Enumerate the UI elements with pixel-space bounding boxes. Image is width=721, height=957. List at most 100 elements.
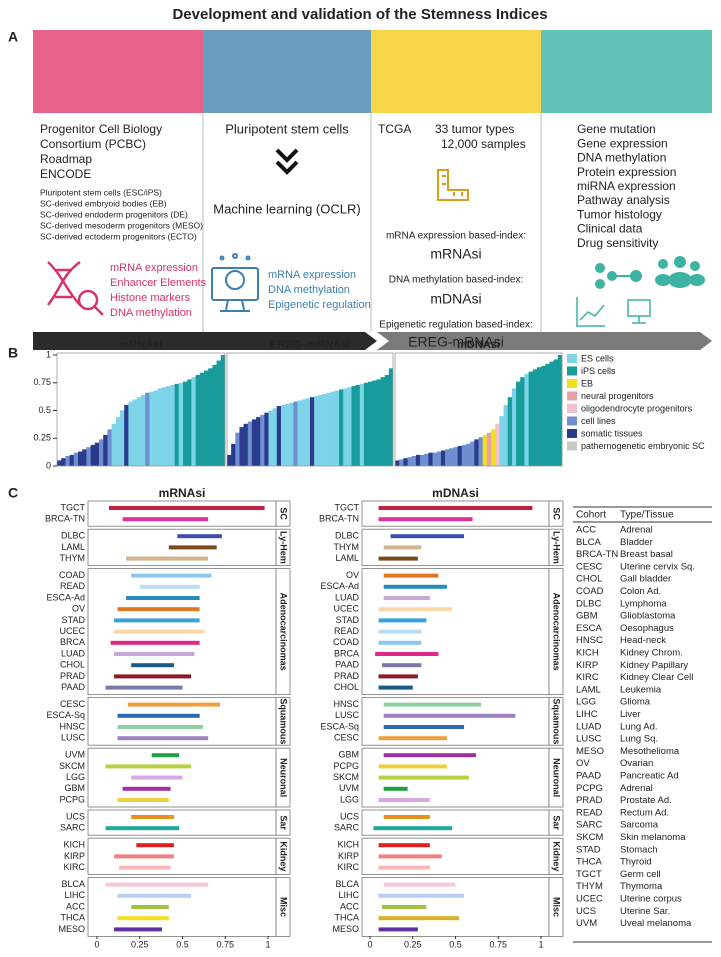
row-label: KIRC <box>63 862 85 872</box>
bar <box>372 380 377 466</box>
group-strip <box>548 528 564 567</box>
index-caption: Epigenetic regulation based-index: <box>379 320 532 331</box>
bar <box>297 400 302 466</box>
bar <box>157 388 163 466</box>
row-label: PCPG <box>59 794 85 804</box>
table-cell: UCS <box>576 906 596 917</box>
chevrons <box>275 148 299 175</box>
strip-range <box>117 916 169 921</box>
row-label: CESC <box>60 699 86 709</box>
bar <box>256 417 261 466</box>
x-tick-label: 0.5 <box>449 939 462 949</box>
row-label: PRAD <box>334 671 360 681</box>
group-strip <box>275 528 291 567</box>
table-cell: Kidney Clear Cell <box>620 672 693 683</box>
bar <box>395 460 400 466</box>
bar <box>499 416 504 466</box>
bar <box>216 360 222 466</box>
strip-range <box>139 584 200 589</box>
sample-type: SC-derived mesoderm progenitors (MESO) <box>40 220 203 230</box>
bar <box>343 388 348 466</box>
strip-range <box>383 725 465 729</box>
bar <box>178 382 184 466</box>
group-label: Sar <box>279 815 289 830</box>
table-cell: Breast basal <box>620 549 673 560</box>
legend-swatch <box>567 429 577 438</box>
bar <box>99 439 104 466</box>
strip-range <box>378 775 470 780</box>
bar <box>478 437 483 466</box>
bar <box>120 410 125 466</box>
x-tick-label: 1 <box>538 939 543 949</box>
bar <box>436 451 442 466</box>
group-strip <box>275 568 291 695</box>
bar <box>528 371 534 466</box>
table-cell: PAAD <box>576 771 601 782</box>
strip-range <box>117 725 204 729</box>
source: TCGA <box>378 122 411 136</box>
strip-range <box>378 629 422 634</box>
table-cell: Ovarian <box>620 758 653 769</box>
bar <box>486 432 492 466</box>
bar <box>310 397 315 466</box>
table-cell: Oesophagus <box>620 623 674 634</box>
data-type: DNA methylation <box>110 307 192 319</box>
table-cell: THYM <box>576 881 603 892</box>
bar <box>247 421 253 466</box>
plot-frame <box>56 352 226 467</box>
group-label: Ly-Hem <box>279 531 289 564</box>
bar <box>318 394 323 466</box>
table-cell: UVM <box>576 918 597 929</box>
bar <box>264 412 269 466</box>
strip-range <box>378 674 418 679</box>
row-label: UCEC <box>59 626 85 636</box>
legend-label: neural progenitors <box>581 391 654 401</box>
bar <box>153 390 159 466</box>
strip-range <box>383 702 482 707</box>
table-cell: LGG <box>576 697 596 708</box>
strip-range <box>108 506 265 510</box>
data-type: mRNA expression <box>268 269 356 281</box>
bar <box>449 448 454 466</box>
y-tick-label: 0 <box>46 460 51 470</box>
bar <box>199 372 205 466</box>
strip-range <box>114 652 195 656</box>
bar <box>235 432 240 466</box>
legend-label: somatic tissues <box>581 428 643 438</box>
bar <box>432 452 438 466</box>
table-header: Cohort <box>576 510 606 521</box>
strip-range <box>168 545 217 550</box>
table-cell: Prostate Ad. <box>620 795 672 806</box>
row-label: UCEC <box>333 604 359 614</box>
arrow-bar <box>33 332 377 350</box>
plot-frame <box>394 352 563 467</box>
chart-title: mRNAsi <box>120 339 163 351</box>
bar <box>69 454 75 466</box>
strip-range <box>114 674 192 679</box>
strip-range <box>114 854 174 859</box>
group-label: Adenocarcinomas <box>279 593 289 671</box>
table-cell: Leukemia <box>620 684 662 695</box>
bar <box>227 454 232 466</box>
table-cell: Colon Ad. <box>620 586 661 597</box>
bar <box>183 381 188 466</box>
table-cell: MESO <box>576 746 604 757</box>
arrow-bar <box>377 332 712 350</box>
bar <box>251 419 257 466</box>
row-label: COAD <box>59 570 86 580</box>
bar <box>470 441 475 466</box>
row-label: HNSC <box>59 721 85 731</box>
row-label: TGCT <box>61 502 86 512</box>
table-cell: Glioblastoma <box>620 611 676 622</box>
bar <box>280 404 286 466</box>
bar <box>272 408 278 466</box>
strip-range <box>378 685 413 690</box>
bar <box>363 382 369 466</box>
group-label: Neuronal <box>279 758 289 797</box>
strip-range <box>378 764 447 769</box>
table-cell: Adrenal <box>620 525 653 536</box>
bar <box>86 447 91 466</box>
x-tick-label: 0.5 <box>176 939 189 949</box>
row-label: PAAD <box>61 682 85 692</box>
